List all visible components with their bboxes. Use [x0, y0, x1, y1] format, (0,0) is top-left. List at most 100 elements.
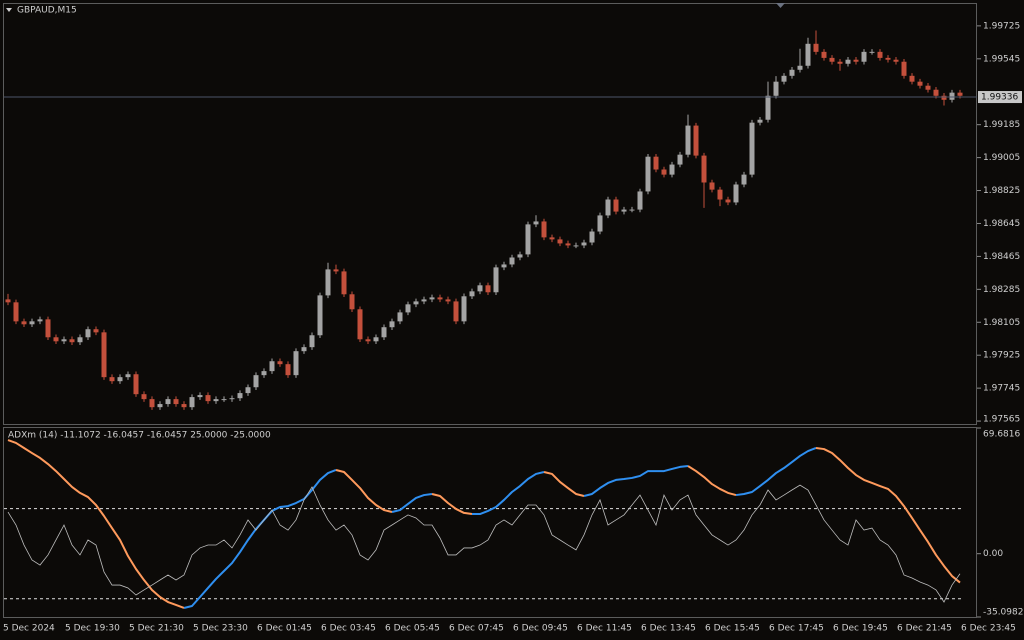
candle-body — [349, 294, 355, 310]
candle-body — [677, 154, 683, 165]
candle-body — [605, 199, 611, 216]
candle-body — [493, 267, 499, 293]
candle-body — [509, 257, 515, 265]
candle-body — [581, 242, 587, 246]
candle-body — [157, 404, 163, 408]
candle-body — [821, 51, 827, 58]
candle-body — [621, 209, 627, 212]
candle-body — [357, 309, 363, 340]
candle-body — [941, 95, 947, 100]
candle-body — [133, 374, 139, 395]
adx-line — [735, 447, 817, 497]
candle-body — [925, 85, 931, 90]
candle-body — [477, 285, 483, 292]
candle-body — [101, 332, 107, 378]
candle-body — [589, 231, 595, 243]
candle-body — [709, 182, 715, 190]
candle-body — [501, 264, 507, 268]
candle-body — [541, 221, 547, 238]
candle-body — [365, 339, 371, 342]
adx-line — [815, 446, 961, 584]
adx-line — [7, 439, 185, 609]
candle-body — [733, 184, 739, 203]
candle-body — [29, 321, 35, 325]
candle-body — [61, 339, 67, 342]
candle-body — [181, 404, 187, 408]
y-tick-label: 1.98465 — [983, 252, 1020, 262]
candle-body — [221, 399, 227, 401]
x-tick-label: 6 Dec 03:45 — [321, 624, 376, 634]
candle-body — [245, 387, 251, 394]
candle-body — [205, 395, 211, 402]
candle-body — [557, 239, 563, 244]
candle-body — [165, 399, 171, 405]
candle-body — [453, 301, 459, 322]
candle-body — [949, 92, 955, 100]
candle-body — [549, 237, 555, 240]
candle-body — [877, 51, 883, 58]
x-tick-label: 6 Dec 01:45 — [257, 624, 312, 634]
candle-body — [373, 337, 379, 342]
candle-body — [669, 164, 675, 175]
candle-body — [77, 337, 83, 343]
candle-body — [909, 75, 915, 82]
y-tick-label: 1.98105 — [983, 318, 1020, 328]
candle-body — [781, 75, 787, 82]
current-price-label: 1.99336 — [981, 93, 1018, 103]
candle-body — [693, 125, 699, 156]
candle-body — [445, 299, 451, 302]
x-tick-label: 6 Dec 15:45 — [705, 624, 760, 634]
y-tick-label: 1.99005 — [983, 153, 1020, 163]
candle-body — [637, 191, 643, 210]
adx-line — [431, 493, 473, 515]
candle-body — [573, 245, 579, 247]
candle-body — [149, 399, 155, 408]
candle-body — [533, 221, 539, 225]
candle-body — [837, 61, 843, 64]
y-tick-label: 1.99545 — [983, 54, 1020, 64]
symbol-menu-arrow[interactable] — [6, 8, 12, 12]
candle-body — [421, 299, 427, 302]
candle-body — [485, 285, 491, 293]
candle-body — [773, 81, 779, 96]
candle-body — [757, 119, 763, 123]
adx-line — [472, 471, 545, 516]
y-tick-label: 1.98285 — [983, 285, 1020, 295]
candle-body — [789, 69, 795, 76]
candle-body — [413, 301, 419, 305]
candle-body — [117, 377, 123, 382]
adx-line — [543, 471, 585, 497]
candle-body — [69, 339, 75, 343]
candle-body — [629, 209, 635, 211]
candle-body — [325, 269, 331, 296]
candle-body — [469, 291, 475, 297]
candle-body — [141, 394, 147, 400]
candle-body — [813, 43, 819, 52]
signal-line — [7, 484, 961, 603]
main-frame — [3, 3, 977, 425]
candle-body — [565, 243, 571, 246]
candle-body — [125, 374, 131, 378]
x-tick-label: 5 Dec 19:30 — [65, 624, 120, 634]
candle-body — [517, 254, 523, 258]
candle-body — [765, 95, 771, 120]
candle-body — [717, 189, 723, 200]
current-price-box — [978, 91, 1022, 104]
candle-body — [333, 269, 339, 272]
x-tick-label: 6 Dec 07:45 — [449, 624, 504, 634]
candle-body — [381, 327, 387, 338]
candle-body — [261, 371, 267, 376]
candle-body — [437, 297, 443, 300]
x-tick-label: 6 Dec 23:45 — [961, 624, 1016, 634]
candle-body — [653, 156, 659, 170]
chart-title: GBPAUD,M15 — [17, 6, 77, 16]
x-tick-label: 5 Dec 2024 — [3, 624, 55, 634]
candle-body — [901, 61, 907, 76]
candle-body — [861, 51, 867, 62]
x-tick-label: 6 Dec 11:45 — [577, 624, 632, 634]
candle-body — [525, 224, 531, 255]
y-tick-label: 1.97925 — [983, 351, 1020, 361]
y-tick-label: 1.98825 — [983, 186, 1020, 196]
candle-body — [845, 59, 851, 64]
candle-body — [285, 364, 291, 376]
